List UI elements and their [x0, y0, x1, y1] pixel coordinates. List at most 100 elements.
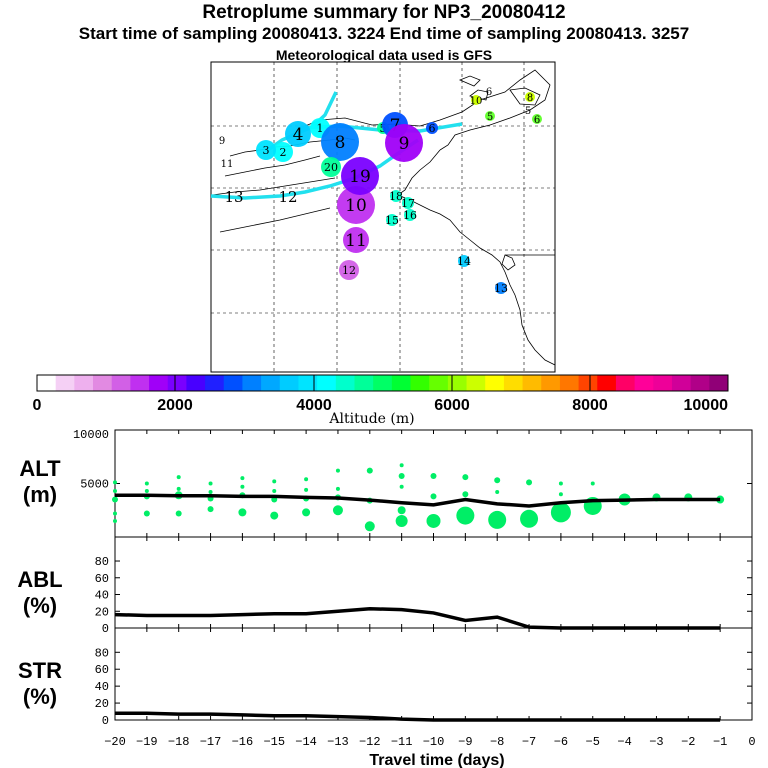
alt-dot-7-1 [335, 486, 340, 491]
minor-marker-0 [485, 111, 495, 121]
alt-dot-0-0 [113, 480, 117, 485]
colorbar-swatch-20 [410, 375, 430, 391]
colorbar-tick-label-6000: 6000 [434, 397, 470, 414]
colorbar-swatch-27 [541, 375, 561, 391]
colorbar-swatch-28 [559, 375, 580, 391]
minor-marker-label-5: 5 [525, 106, 531, 117]
trajectory-markers: 1234567891011121314151617181920561086591… [219, 87, 542, 295]
str-ytick-label-40: 40 [95, 680, 109, 694]
str-frame [114, 627, 753, 721]
colorbar-swatch-14 [298, 375, 318, 391]
xtick-label-6: −14 [295, 735, 317, 749]
xtick-label-5: −15 [263, 735, 285, 749]
alt-dot-4-1 [240, 484, 245, 489]
xtick-label-1: −19 [136, 735, 158, 749]
colorbar-swatch-10 [223, 375, 243, 391]
str-ytick-label-0: 0 [102, 714, 109, 728]
alt-dot-13-0 [526, 479, 533, 486]
marker-label-7: 7 [390, 116, 401, 136]
colorbar-swatch-9 [205, 375, 225, 391]
colorbar-swatch-2 [74, 375, 94, 391]
marker-label-20: 20 [324, 161, 338, 174]
marker-label-13: 13 [494, 282, 508, 295]
colorbar-frame [36, 374, 729, 392]
colorbar-swatch-21 [429, 375, 449, 391]
minor-marker-label-6: 9 [219, 136, 225, 147]
marker-15 [386, 214, 398, 226]
alt-dot-0-3 [113, 511, 117, 516]
marker-11 [343, 227, 369, 253]
alt-dot-1-3 [143, 510, 150, 517]
meteorological-data-note: Meteorological data used is GFS [275, 47, 493, 63]
colorbar-swatch-11 [242, 375, 262, 391]
alt-dot-1-1 [144, 488, 149, 493]
colorbar-swatch-32 [634, 375, 654, 391]
colorbar-tick-label-8000: 8000 [572, 397, 608, 414]
chart-title: Retroplume summary for NP3_20080412 [202, 2, 566, 23]
xtick-label-0: −20 [104, 735, 126, 749]
xtick-label-9: −11 [391, 735, 413, 749]
colorbar-axis-label: Altitude (m) [328, 411, 414, 427]
xtick-label-3: −17 [200, 735, 222, 749]
alt-dot-0-2 [112, 496, 118, 503]
map-grid [211, 62, 555, 372]
xtick-label-17: −3 [649, 735, 663, 749]
marker-label-18: 18 [389, 190, 403, 203]
xtick-label-12: −8 [490, 735, 504, 749]
marker-20 [321, 157, 341, 177]
colorbar-tick-label-10000: 10000 [684, 397, 729, 414]
alt-dot-3-0 [208, 481, 213, 486]
marker-label-14: 14 [457, 255, 471, 268]
alt-dot-11-1 [462, 491, 469, 498]
alt-dot-6-3 [302, 508, 311, 517]
str-ytick-label-60: 60 [95, 663, 109, 677]
colorbar-swatch-15 [317, 375, 337, 391]
marker-3 [256, 140, 276, 160]
alt-dot-4-3 [238, 508, 247, 517]
alt-dot-12-2 [488, 510, 507, 529]
abl-unit-label: (%) [23, 593, 57, 618]
colorbar-swatch-26 [522, 375, 542, 391]
marker-label-9: 9 [399, 134, 410, 154]
alt-dot-9-2 [399, 484, 404, 489]
alt-dot-12-0 [494, 477, 501, 484]
alt-dot-10-1 [430, 493, 437, 500]
alt-unit-label: (m) [23, 482, 57, 507]
minor-marker-label-3: 8 [527, 93, 533, 104]
marker-label-2: 2 [280, 146, 287, 159]
minor-marker-2 [471, 95, 481, 105]
alt-label: ALT [19, 456, 61, 481]
xtick-label-11: −9 [458, 735, 472, 749]
colorbar-swatch-30 [597, 375, 617, 391]
alt-dot-2-0 [176, 475, 181, 480]
marker-18 [390, 190, 402, 202]
colorbar-swatch-1 [55, 375, 75, 391]
alt-dot-0-1 [113, 488, 117, 493]
x-axis-label: Travel time (days) [369, 752, 504, 768]
xtick-label-4: −16 [232, 735, 254, 749]
abl-ytick-label-40: 40 [95, 589, 109, 603]
alt-dot-11-0 [462, 474, 469, 481]
alt-dot-6-1 [304, 487, 309, 492]
marker-label-11: 11 [345, 231, 367, 251]
colorbar-swatch-5 [130, 375, 150, 391]
colorbar-tick-label-4000: 4000 [296, 397, 332, 414]
colorbar-swatch-7 [167, 375, 187, 391]
alt-dot-14-0 [558, 481, 563, 486]
alt-dot-9-3 [397, 506, 406, 515]
xtick-label-8: −12 [359, 735, 381, 749]
colorbar-swatch-33 [653, 375, 673, 391]
alt-dot-9-4 [395, 514, 408, 527]
colorbar-swatch-3 [93, 375, 113, 391]
colorbar-swatch-13 [279, 375, 299, 391]
alt-dot-3-3 [207, 506, 214, 513]
xtick-label-16: −4 [617, 735, 631, 749]
colorbar-swatch-25 [503, 375, 524, 391]
minor-marker-1 [532, 114, 542, 124]
marker-6 [426, 122, 438, 134]
marker-4 [285, 121, 311, 147]
alt-dot-8-0 [366, 467, 373, 474]
alt-ytick-label-10000: 10000 [73, 428, 109, 442]
colorbar-swatch-16 [335, 375, 355, 391]
xtick-label-14: −6 [554, 735, 568, 749]
